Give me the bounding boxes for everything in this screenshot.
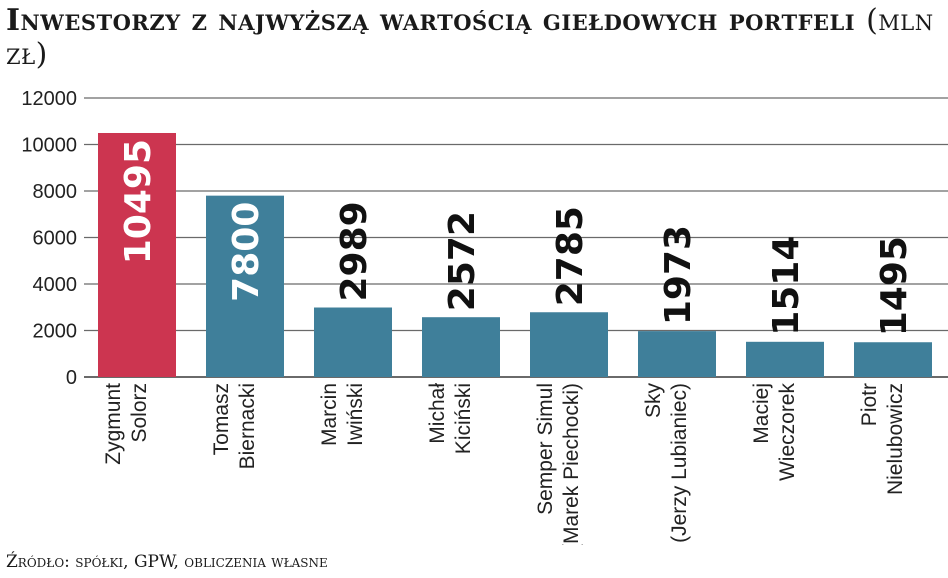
- category-label: Michał: [426, 383, 449, 444]
- bar: [638, 331, 716, 377]
- value-label: 1973: [658, 225, 699, 325]
- category-label: (Jerzy Lubianiec): [668, 383, 691, 543]
- value-label: 2572: [442, 211, 483, 311]
- y-tick-label: 0: [66, 367, 77, 389]
- category-labels: Zygmunt Solorz Tomasz Biernacki Marcin Iwińsk…: [102, 383, 907, 545]
- category-label: Semper Simul: [534, 383, 557, 515]
- value-label: 2989: [334, 201, 375, 301]
- category-label: Solorz: [128, 383, 151, 443]
- bar: [422, 317, 500, 377]
- category-label: Iwiński: [344, 383, 367, 446]
- category-label: Zygmunt: [102, 383, 125, 465]
- y-tick-label: 8000: [33, 181, 78, 203]
- y-tick-label: 6000: [33, 228, 78, 250]
- bar: [854, 342, 932, 377]
- bar: [746, 341, 824, 377]
- category-label: Piotr: [858, 383, 881, 426]
- bars: [98, 132, 932, 377]
- bar: [530, 312, 608, 377]
- y-tick-label: 2000: [33, 321, 78, 343]
- category-label: Marcin: [318, 383, 341, 446]
- category-label: Biernacki: [236, 383, 259, 469]
- category-label: Kiciński: [452, 383, 475, 454]
- bar: [98, 132, 176, 377]
- category-label: Nielubowicz: [884, 383, 907, 495]
- category-label: Tomasz: [210, 383, 233, 455]
- chart-title-main: Inwestorzy z najwyższą wartością giełdow…: [6, 3, 856, 38]
- value-label: 1514: [766, 236, 807, 336]
- category-label: (Marek Piechocki): [560, 383, 583, 545]
- value-label: 10495: [118, 139, 159, 264]
- y-tick-label: 10000: [21, 135, 77, 157]
- y-tick-label: 12000: [21, 88, 77, 110]
- value-label: 7800: [226, 202, 267, 302]
- bar-chart: 0 2000 4000 6000 8000 10000 12000 10495 7800 298…: [21, 88, 948, 545]
- value-labels: 10495 7800 2989 2572 2785 1973 1514 1495: [118, 139, 915, 336]
- value-label: 1495: [874, 236, 915, 336]
- source-note: Źródło: spółki, GPW, obliczenia własne: [6, 552, 328, 572]
- chart-title: Inwestorzy z najwyższą wartością giełdow…: [6, 4, 936, 72]
- chart-title-unit: (mln zł): [6, 3, 934, 72]
- value-label: 2785: [550, 206, 591, 306]
- category-label: Sky: [642, 383, 665, 419]
- category-label: Maciej: [750, 383, 773, 444]
- y-tick-label: 4000: [33, 274, 78, 296]
- y-axis-ticks: 0 2000 4000 6000 8000 10000 12000: [21, 88, 77, 389]
- bar: [206, 195, 284, 377]
- category-label: Wieczorek: [776, 383, 799, 482]
- bar: [314, 307, 392, 377]
